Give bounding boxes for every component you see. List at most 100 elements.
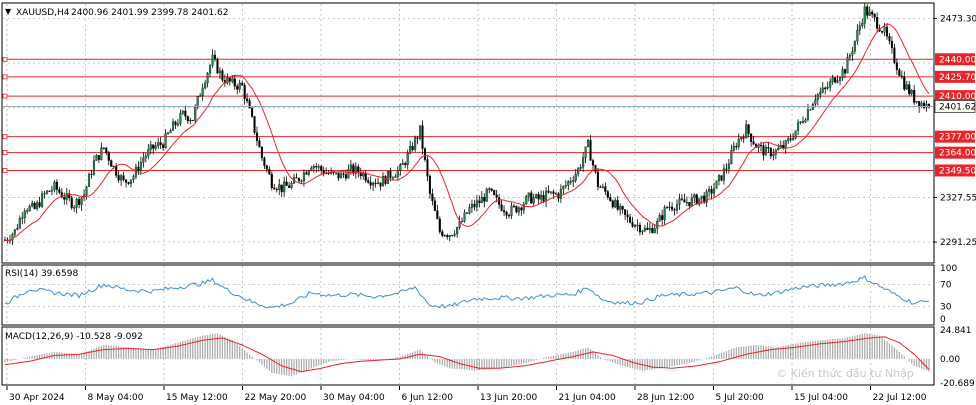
bearish-candle [285, 181, 288, 186]
level-anchor [2, 74, 8, 80]
bullish-candle [157, 142, 160, 147]
bullish-candle [201, 87, 204, 96]
bearish-candle [273, 187, 276, 190]
macd-tick-label: 24.841 [940, 326, 972, 336]
bearish-candle [720, 175, 723, 181]
bullish-candle [643, 227, 646, 232]
bullish-candle [171, 121, 175, 131]
bullish-candle [614, 200, 617, 208]
bullish-candle [144, 155, 147, 159]
bullish-candle [401, 163, 404, 166]
chart-menu-triangle[interactable]: ▼ [5, 7, 12, 16]
bearish-candle [416, 137, 419, 139]
bearish-candle [344, 174, 347, 179]
last-price-tag [934, 100, 976, 113]
time-tick-label: 8 May 04:00 [88, 393, 144, 403]
bearish-candle [923, 102, 926, 108]
bullish-candle [559, 188, 562, 199]
bullish-candle [799, 121, 802, 124]
bullish-candle [41, 193, 44, 207]
bearish-candle [512, 205, 515, 207]
time-tick-label: 21 Jun 04:00 [559, 393, 616, 403]
bearish-candle [725, 168, 728, 170]
bullish-candle [468, 207, 471, 214]
bearish-candle [184, 110, 187, 117]
bullish-candle [690, 197, 693, 207]
time-tick-label: 15 May 12:00 [166, 393, 228, 403]
bullish-candle [774, 149, 777, 155]
bullish-candle [809, 109, 812, 111]
bullish-candle [310, 167, 313, 171]
bearish-candle [337, 172, 340, 179]
bullish-candle [28, 205, 31, 211]
price-panel: 2473.30 2327.55 2291.25 2440.00 2425.70 2410… [1, 2, 976, 264]
time-tick-label: 30 May 04:00 [323, 393, 385, 403]
bearish-candle [673, 209, 676, 211]
macd-panel-frame [1, 326, 935, 386]
bullish-candle [792, 138, 795, 140]
bullish-candle [53, 181, 56, 191]
bullish-candle [772, 154, 775, 157]
bullish-candle [312, 166, 315, 169]
bullish-candle [139, 162, 142, 172]
rsi-tick-label: 70 [940, 281, 952, 291]
bullish-candle [549, 191, 553, 193]
bearish-candle [389, 170, 392, 178]
bearish-candle [255, 132, 259, 141]
bearish-candle [680, 198, 683, 200]
level-tag-label: 2364.00 [939, 149, 976, 159]
bearish-candle [186, 116, 189, 122]
bullish-candle [419, 125, 422, 139]
bearish-candle [801, 121, 805, 123]
price-levels [2, 56, 933, 173]
ohlc-values: 2400.96 2401.99 2399.78 2401.62 [71, 8, 228, 18]
macd-axis: 24.841 0.00 -20.689 [940, 326, 975, 389]
bearish-candle [441, 231, 444, 236]
bullish-candle [619, 206, 622, 210]
bullish-candle [100, 147, 103, 160]
bearish-candle [609, 197, 612, 201]
bullish-candle [540, 195, 543, 200]
bullish-candle [21, 217, 24, 219]
bearish-candle [503, 210, 506, 213]
bullish-candle [545, 190, 548, 202]
bullish-candle [73, 207, 76, 209]
rsi-tick-label: 0 [940, 315, 946, 325]
bullish-candle [693, 194, 696, 198]
bullish-candle [567, 181, 570, 186]
bullish-candle [26, 210, 29, 212]
bearish-candle [275, 189, 278, 191]
bearish-candle [248, 100, 251, 109]
bearish-candle [191, 119, 194, 122]
bullish-candle [169, 130, 172, 134]
bearish-candle [364, 173, 367, 181]
bearish-candle [507, 215, 511, 217]
bearish-candle [661, 215, 664, 220]
time-tick-label: 5 Jul 20:00 [716, 393, 765, 403]
watermark: © Kiến thức đầu tư Nhập [776, 367, 914, 380]
bearish-candle [70, 197, 73, 208]
bullish-candle [456, 227, 459, 235]
time-tick-label: 13 Jun 20:00 [480, 393, 537, 403]
bullish-candle [362, 173, 365, 177]
bullish-candle [816, 94, 819, 100]
bearish-candle [752, 141, 755, 145]
bullish-candle [463, 212, 466, 222]
bullish-candle [821, 87, 824, 93]
bullish-candle [675, 204, 679, 211]
level-tags: 2440.00 2425.70 2410.00 2377.00 2364.00 2349.… [934, 53, 976, 177]
bullish-candle [317, 166, 320, 168]
rsi-tick-label: 100 [940, 264, 957, 274]
bullish-candle [307, 170, 310, 175]
bearish-candle [107, 152, 110, 161]
bearish-candle [213, 54, 217, 60]
bullish-candle [394, 176, 397, 178]
bearish-candle [710, 189, 713, 194]
bearish-candle [241, 82, 244, 86]
bearish-candle [735, 146, 738, 148]
bullish-candle [517, 207, 520, 213]
bullish-candle [582, 157, 585, 168]
bearish-candle [769, 148, 772, 157]
level-tag [935, 53, 975, 66]
